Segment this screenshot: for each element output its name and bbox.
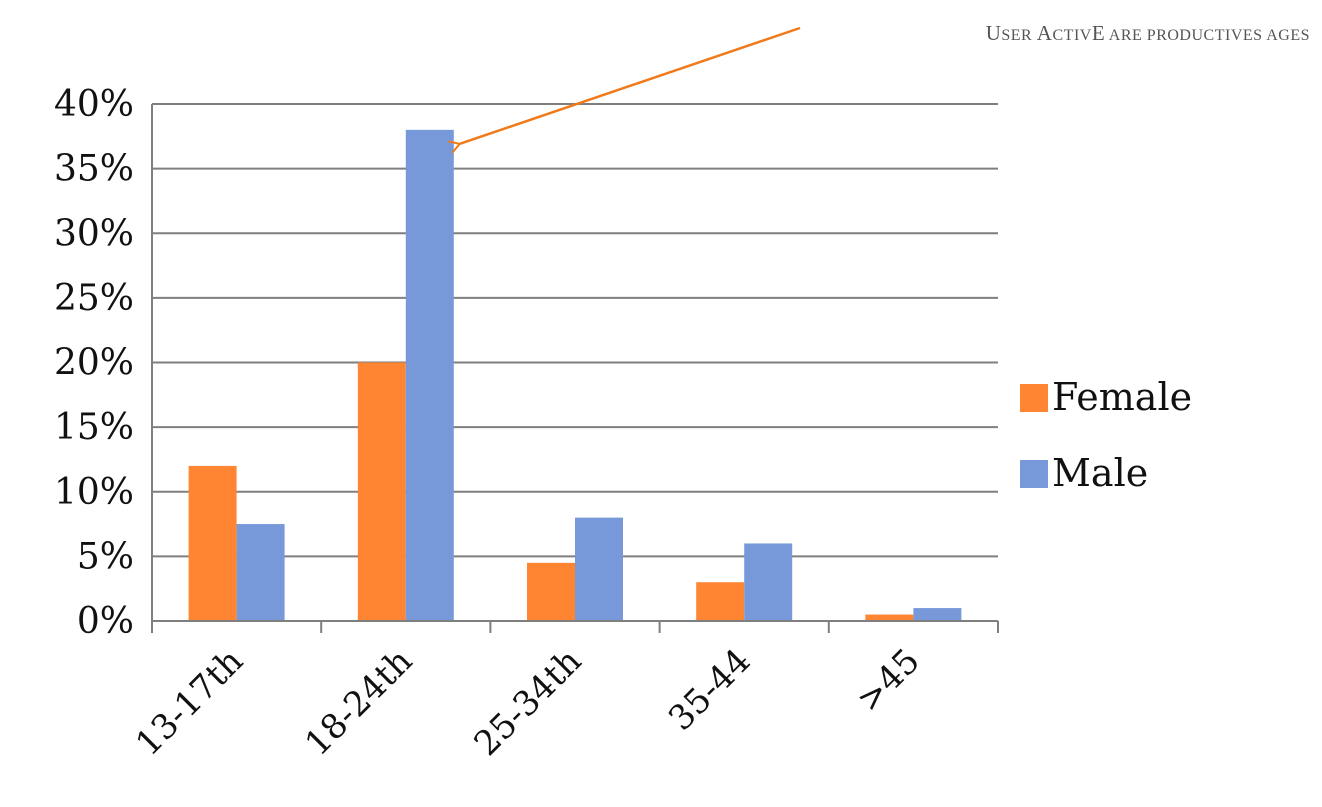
bar-female <box>527 562 575 621</box>
bar-female <box>357 362 406 621</box>
bar-male <box>744 543 793 621</box>
y-tick-label: 0% <box>77 601 134 642</box>
bar-male <box>236 524 285 621</box>
y-tick-label: 5% <box>77 536 134 577</box>
y-tick-label: 20% <box>54 343 134 384</box>
y-tick-labels: 0% 5% 10% 15% 20% 25% 30% 35% 40% <box>54 84 134 642</box>
grid-lines <box>152 103 998 558</box>
bar-male <box>913 608 962 621</box>
legend: Female Male <box>1020 375 1192 495</box>
y-tick-label: 10% <box>54 472 134 513</box>
y-tick-label: 30% <box>54 213 134 254</box>
x-tick-labels: 13-17th 18-24th 25-34th 35-44 >45 <box>128 641 928 764</box>
axes <box>151 104 999 633</box>
x-tick-label: 13-17th <box>128 641 251 764</box>
legend-swatch-male <box>1020 460 1048 488</box>
y-tick-label: 25% <box>54 278 134 319</box>
y-tick-label: 40% <box>54 84 134 125</box>
legend-label-male: Male <box>1052 451 1148 495</box>
annotation: USER ACTIVE ARE PRODUCTIVES AGES <box>448 21 1310 154</box>
bar-female <box>696 582 745 621</box>
bar-female <box>865 614 914 621</box>
legend-swatch-female <box>1020 384 1048 412</box>
x-tick-label: 18-24th <box>297 641 420 764</box>
y-tick-label: 15% <box>54 407 134 448</box>
y-tick-label: 35% <box>54 149 134 190</box>
bar-male <box>575 517 623 621</box>
annotation-text: USER ACTIVE ARE PRODUCTIVES AGES <box>986 21 1310 45</box>
legend-label-female: Female <box>1052 375 1192 419</box>
bar-male <box>405 129 454 621</box>
x-tick-label: 35-44 <box>661 641 759 739</box>
x-tick-label: 25-34th <box>467 641 590 764</box>
bars <box>188 129 962 621</box>
x-tick-label: >45 <box>849 641 928 720</box>
annotation-arrow <box>448 26 801 154</box>
bar-female <box>188 465 237 621</box>
